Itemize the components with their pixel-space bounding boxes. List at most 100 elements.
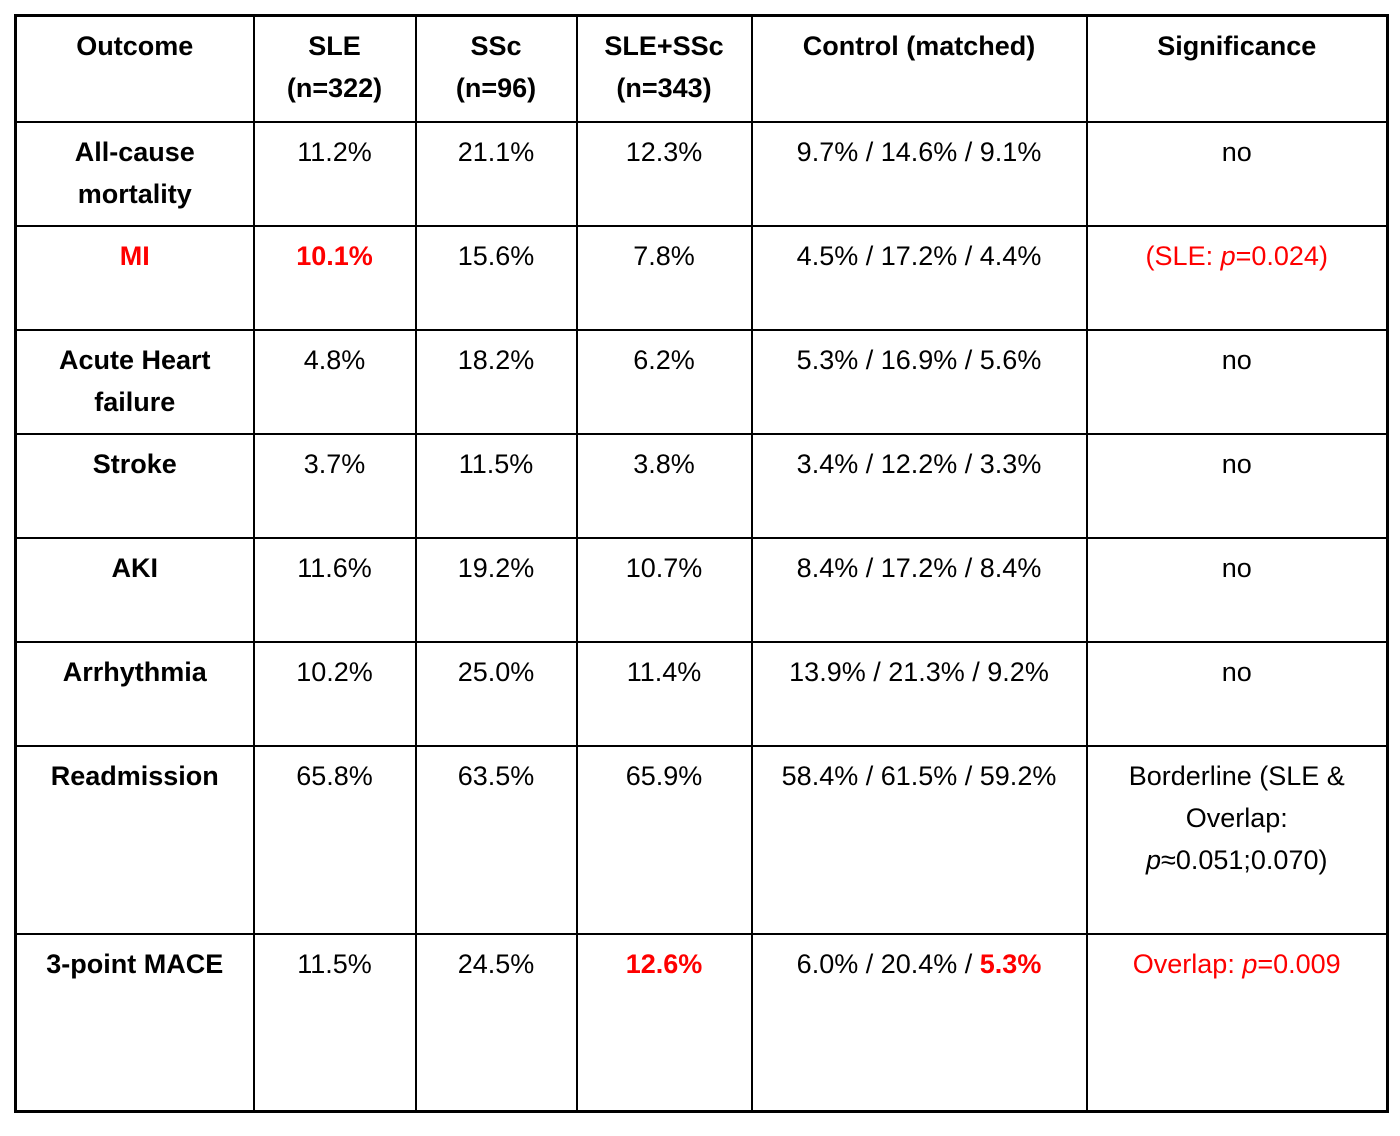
table-head: Outcome SLE (n=322) SSc (n=96) SLE+SSc (n=3… bbox=[14, 14, 1389, 123]
text-segment: no bbox=[1221, 552, 1252, 583]
text-segment: Stroke bbox=[92, 448, 177, 479]
text-segment: p bbox=[1220, 240, 1236, 271]
text-segment: 12.6% bbox=[625, 948, 703, 979]
text-segment: 18.2% bbox=[457, 344, 535, 375]
cell-stroke-control: 3.4% / 12.2% / 3.3% bbox=[750, 432, 1088, 539]
cell-acute-heart-failure-significance: no bbox=[1085, 328, 1389, 435]
text-segment: no bbox=[1221, 656, 1252, 687]
cell-readmission-control: 58.4% / 61.5% / 59.2% bbox=[750, 744, 1088, 935]
text-segment: All-cause mortality bbox=[74, 136, 195, 209]
text-segment: 3.8% bbox=[633, 448, 695, 479]
cell-acute-heart-failure-sle-ssc: 6.2% bbox=[575, 328, 753, 435]
text-segment: 10.1% bbox=[296, 240, 373, 271]
text-segment: 5.3% bbox=[979, 948, 1042, 979]
text-segment: 15.6% bbox=[457, 240, 535, 271]
text-segment: 3.7% bbox=[303, 448, 366, 479]
cell-mi-significance: (SLE: p=0.024) bbox=[1085, 224, 1389, 331]
cell-arrhythmia-control: 13.9% / 21.3% / 9.2% bbox=[750, 640, 1088, 747]
text-segment: 11.5% bbox=[458, 448, 534, 479]
text-segment: 11.6% bbox=[297, 552, 372, 583]
cell-arrhythmia-significance: no bbox=[1085, 640, 1389, 747]
cell-3-point-mace-ssc: 24.5% bbox=[414, 932, 578, 1113]
cell-3-point-mace-outcome: 3-point MACE bbox=[14, 932, 255, 1113]
cell-arrhythmia-ssc: 25.0% bbox=[414, 640, 578, 747]
table-body: All-cause mortality 11.2% 21.1% 12.3% 9.7% /… bbox=[14, 120, 1389, 1113]
text-segment: 58.4% / 61.5% / 59.2% bbox=[781, 760, 1057, 791]
text-segment: no bbox=[1221, 136, 1252, 167]
text-segment: 7.8% bbox=[633, 240, 695, 271]
cell-stroke-outcome: Stroke bbox=[14, 432, 255, 539]
text-segment: 3-point MACE bbox=[46, 948, 224, 979]
cell-arrhythmia-sle-ssc: 11.4% bbox=[575, 640, 753, 747]
text-segment: 21.1% bbox=[457, 136, 535, 167]
cell-3-point-mace-sle-ssc: 12.6% bbox=[575, 932, 753, 1113]
cell-all-cause-mortality-sle-ssc: 12.3% bbox=[575, 120, 753, 227]
text-segment: p bbox=[1242, 948, 1258, 979]
text-segment: p bbox=[1146, 844, 1162, 875]
cell-aki-sle: 11.6% bbox=[252, 536, 417, 643]
text-segment: MI bbox=[119, 240, 150, 271]
text-segment: Borderline (SLE & Overlap: bbox=[1128, 760, 1345, 833]
outcomes-table: Outcome SLE (n=322) SSc (n=96) SLE+SSc (n=3… bbox=[14, 14, 1389, 1113]
text-segment: 6.2% bbox=[633, 344, 695, 375]
cell-aki-control: 8.4% / 17.2% / 8.4% bbox=[750, 536, 1088, 643]
row-arrhythmia: Arrhythmia 10.2% 25.0% 11.4% 13.9% / 21.3% /… bbox=[14, 640, 1389, 747]
cell-aki-ssc: 19.2% bbox=[414, 536, 578, 643]
text-segment: no bbox=[1221, 448, 1252, 479]
text-segment: Overlap: bbox=[1132, 948, 1243, 979]
text-segment: AKI bbox=[111, 552, 159, 583]
cell-arrhythmia-sle: 10.2% bbox=[252, 640, 417, 747]
text-segment: 65.8% bbox=[296, 760, 373, 791]
row-stroke: Stroke 3.7% 11.5% 3.8% 3.4% / 12.2% / 3.3% no bbox=[14, 432, 1389, 539]
cell-readmission-sle-ssc: 65.9% bbox=[575, 744, 753, 935]
cell-readmission-outcome: Readmission bbox=[14, 744, 255, 935]
text-segment: 65.9% bbox=[625, 760, 703, 791]
text-segment: =0.009 bbox=[1257, 948, 1341, 979]
cell-3-point-mace-sle: 11.5% bbox=[252, 932, 417, 1113]
cell-3-point-mace-control: 6.0% / 20.4% / 5.3% bbox=[750, 932, 1088, 1113]
text-segment: Readmission bbox=[50, 760, 219, 791]
cell-3-point-mace-significance: Overlap: p=0.009 bbox=[1085, 932, 1389, 1113]
cell-mi-sle-ssc: 7.8% bbox=[575, 224, 753, 331]
cell-arrhythmia-outcome: Arrhythmia bbox=[14, 640, 255, 747]
cell-all-cause-mortality-outcome: All-cause mortality bbox=[14, 120, 255, 227]
cell-readmission-significance: Borderline (SLE & Overlap: p≈0.051;0.070… bbox=[1085, 744, 1389, 935]
text-segment: 12.3% bbox=[625, 136, 703, 167]
cell-all-cause-mortality-significance: no bbox=[1085, 120, 1389, 227]
cell-stroke-sle: 3.7% bbox=[252, 432, 417, 539]
row-readmission: Readmission 65.8% 63.5% 65.9% 58.4% / 61.5% … bbox=[14, 744, 1389, 935]
cell-readmission-ssc: 63.5% bbox=[414, 744, 578, 935]
header-row: Outcome SLE (n=322) SSc (n=96) SLE+SSc (n=3… bbox=[14, 14, 1389, 123]
row-acute-heart-failure: Acute Heart failure 4.8% 18.2% 6.2% 5.3% / 1… bbox=[14, 328, 1389, 435]
text-segment: 10.7% bbox=[625, 552, 703, 583]
cell-acute-heart-failure-sle: 4.8% bbox=[252, 328, 417, 435]
row-aki: AKI 11.6% 19.2% 10.7% 8.4% / 17.2% / 8.4% no bbox=[14, 536, 1389, 643]
header-sle-ssc: SLE+SSc (n=343) bbox=[575, 14, 753, 123]
cell-aki-sle-ssc: 10.7% bbox=[575, 536, 753, 643]
row-3-point-mace: 3-point MACE 11.5% 24.5% 12.6% 6.0% / 20.4% … bbox=[14, 932, 1389, 1113]
text-segment: 11.4% bbox=[626, 656, 702, 687]
cell-mi-control: 4.5% / 17.2% / 4.4% bbox=[750, 224, 1088, 331]
text-segment: 13.9% / 21.3% / 9.2% bbox=[789, 656, 1049, 687]
header-significance: Significance bbox=[1085, 14, 1389, 123]
cell-aki-outcome: AKI bbox=[14, 536, 255, 643]
text-segment: Acute Heart failure bbox=[58, 344, 211, 417]
cell-mi-sle: 10.1% bbox=[252, 224, 417, 331]
text-segment: 11.2% bbox=[297, 136, 372, 167]
text-segment: 6.0% / 20.4% / bbox=[796, 948, 980, 979]
row-mi: MI 10.1% 15.6% 7.8% 4.5% / 17.2% / 4.4% (SLE:… bbox=[14, 224, 1389, 331]
cell-acute-heart-failure-ssc: 18.2% bbox=[414, 328, 578, 435]
text-segment: 3.4% / 12.2% / 3.3% bbox=[796, 448, 1042, 479]
cell-acute-heart-failure-outcome: Acute Heart failure bbox=[14, 328, 255, 435]
text-segment: =0.024) bbox=[1235, 240, 1328, 271]
cell-aki-significance: no bbox=[1085, 536, 1389, 643]
text-segment: 25.0% bbox=[457, 656, 535, 687]
cell-stroke-sle-ssc: 3.8% bbox=[575, 432, 753, 539]
text-segment: 24.5% bbox=[457, 948, 535, 979]
cell-mi-ssc: 15.6% bbox=[414, 224, 578, 331]
text-segment: (SLE: bbox=[1145, 240, 1221, 271]
text-segment: 63.5% bbox=[457, 760, 535, 791]
text-segment: 8.4% / 17.2% / 8.4% bbox=[796, 552, 1042, 583]
cell-all-cause-mortality-sle: 11.2% bbox=[252, 120, 417, 227]
